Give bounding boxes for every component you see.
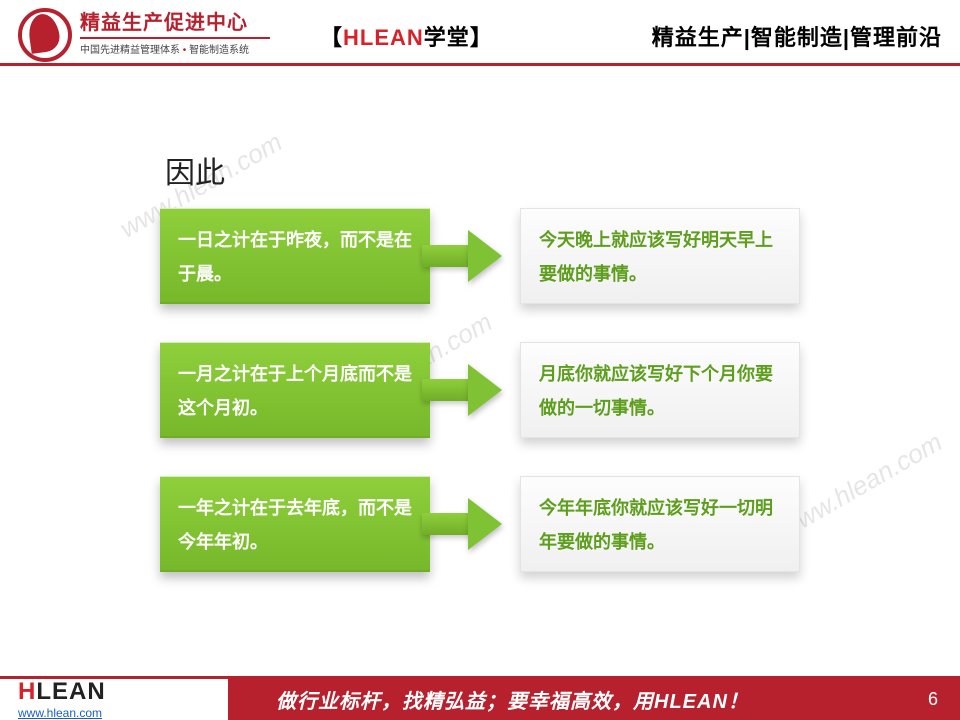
brand-block: 精益生产促进中心 中国先进精益管理体系 • 智能制造系统 xyxy=(80,6,270,56)
footer: HLEAN www.hlean.com 做行业标杆，找精弘益；要幸福高效，用HL… xyxy=(0,676,960,720)
row-2: 一月之计在于上个月底而不是这个月初。 月底你就应该写好下个月你要做的一切事情。 xyxy=(160,342,800,446)
row-3: 一年之计在于去年底，而不是今年年初。 今年年底你就应该写好一切明年要做的事情。 xyxy=(160,476,800,580)
footer-logo: HLEAN www.hlean.com xyxy=(18,678,106,720)
watermark: www.hlean.com xyxy=(774,427,947,545)
row-2-left: 一月之计在于上个月底而不是这个月初。 xyxy=(160,342,430,438)
footer-bar: 做行业标杆，找精弘益；要幸福高效，用HLEAN！ 6 xyxy=(228,679,960,720)
row-1-left: 一日之计在于昨夜，而不是在于晨。 xyxy=(160,208,430,304)
row-3-right: 今年年底你就应该写好一切明年要做的事情。 xyxy=(520,476,800,572)
header-center: 【HLEAN学堂】 xyxy=(320,20,493,52)
content-rows: 一日之计在于昨夜，而不是在于晨。 今天晚上就应该写好明天早上要做的事情。 一月之… xyxy=(160,208,800,610)
brand-title: 精益生产促进中心 xyxy=(80,6,270,35)
row-2-right: 月底你就应该写好下个月你要做的一切事情。 xyxy=(520,342,800,438)
arrow-icon xyxy=(422,372,502,408)
arrow-icon xyxy=(422,506,502,542)
row-3-left: 一年之计在于去年底，而不是今年年初。 xyxy=(160,476,430,572)
arrow-icon xyxy=(422,238,502,274)
slide: 精益生产促进中心 中国先进精益管理体系 • 智能制造系统 【HLEAN学堂】 精… xyxy=(0,0,960,720)
brand-subtitle: 中国先进精益管理体系 • 智能制造系统 xyxy=(80,41,270,56)
row-1: 一日之计在于昨夜，而不是在于晨。 今天晚上就应该写好明天早上要做的事情。 xyxy=(160,208,800,312)
header-right: 精益生产|智能制造|管理前沿 xyxy=(652,20,942,52)
logo-mark xyxy=(18,8,72,62)
row-1-right: 今天晚上就应该写好明天早上要做的事情。 xyxy=(520,208,800,304)
header-rule xyxy=(0,63,960,66)
section-title: 因此 xyxy=(165,148,225,192)
header: 精益生产促进中心 中国先进精益管理体系 • 智能制造系统 【HLEAN学堂】 精… xyxy=(0,0,960,66)
page-number: 6 xyxy=(928,689,938,710)
footer-url: www.hlean.com xyxy=(18,706,106,720)
footer-slogan: 做行业标杆，找精弘益；要幸福高效，用HLEAN！ xyxy=(276,685,749,714)
